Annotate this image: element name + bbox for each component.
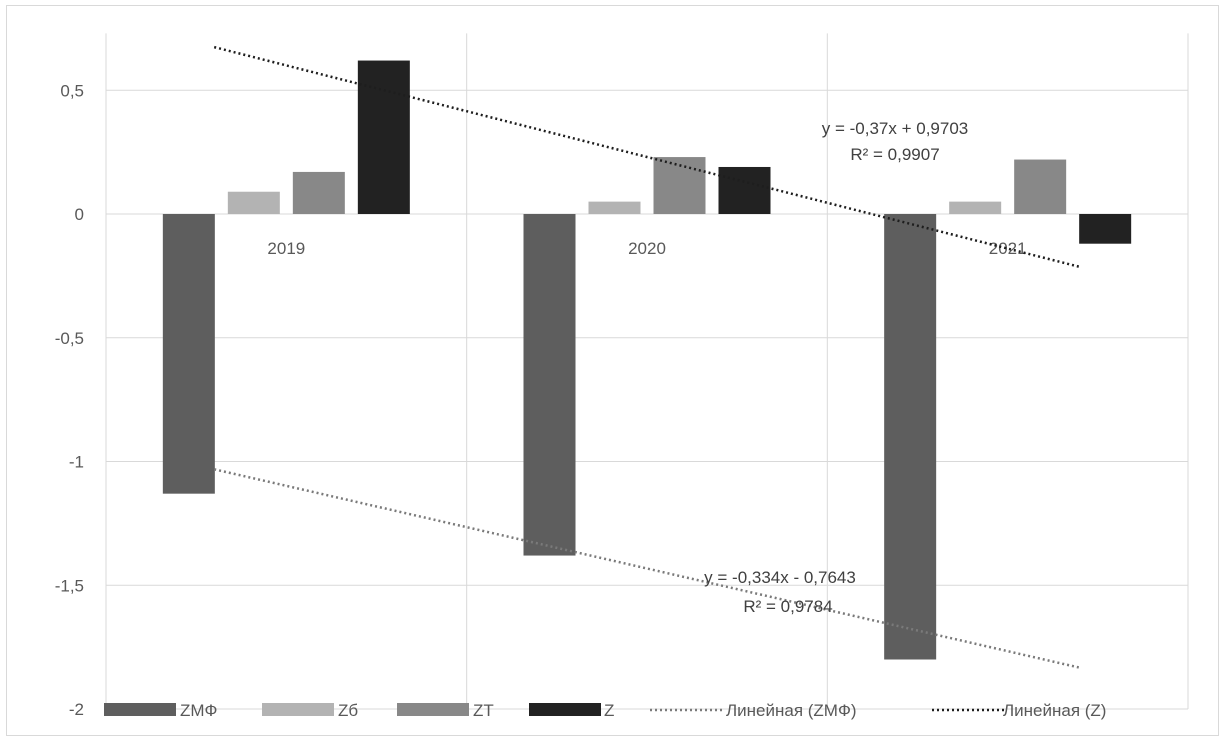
legend-swatch-ZMФ <box>104 703 176 716</box>
category-label-2019: 2019 <box>267 239 305 258</box>
category-label-2020: 2020 <box>628 239 666 258</box>
bar-ZT-2021 <box>1014 159 1067 214</box>
legend-swatch-Zб <box>262 703 334 716</box>
legend-label-trend-ZMФ: Линейная (ZMФ) <box>726 701 857 720</box>
legend-label-trend-Z: Линейная (Z) <box>1003 701 1106 720</box>
y-tick-label: -0,5 <box>55 329 84 348</box>
trendline-ZMФ <box>213 468 1081 669</box>
trendline-equation-ZMФ: y = -0,334x - 0,7643 <box>704 568 856 587</box>
bar-Z-2021 <box>1079 214 1132 244</box>
y-tick-label: 0,5 <box>60 81 84 100</box>
legend-label-Zб: Zб <box>338 701 358 720</box>
y-tick-label: -2 <box>69 700 84 719</box>
trendline-equation-Z: y = -0,37x + 0,9703 <box>822 119 969 138</box>
legend-label-Z: Z <box>604 701 614 720</box>
bars <box>162 60 1132 660</box>
bar-Zб-2021 <box>949 201 1002 214</box>
bar-Z-2020 <box>718 166 771 214</box>
category-label-2021: 2021 <box>989 239 1027 258</box>
trendline-r2-Z: R² = 0,9907 <box>850 145 939 164</box>
trendline-equations: y = -0,334x - 0,7643 R² = 0,9784 y = -0,37… <box>704 119 968 616</box>
legend-swatch-ZT <box>397 703 469 716</box>
legend: ZMФ Zб ZT Z Линейная (ZMФ) Линейная (Z) <box>104 701 1106 720</box>
trendline-r2-ZMФ: R² = 0,9784 <box>743 597 832 616</box>
bar-Z-2019 <box>357 60 410 214</box>
bar-ZT-2019 <box>292 171 345 214</box>
bar-Zб-2019 <box>227 191 280 214</box>
legend-label-ZT: ZT <box>473 701 494 720</box>
bar-Zб-2020 <box>588 201 641 214</box>
category-labels: 2019 2020 2021 <box>267 239 1026 258</box>
bar-ZMФ-2021 <box>884 214 937 660</box>
bar-ZT-2020 <box>653 157 706 214</box>
trendlines <box>213 45 1081 669</box>
y-axis-ticks: 0,5 0 -0,5 -1 -1,5 -2 <box>55 81 84 719</box>
bar-ZMФ-2019 <box>162 214 215 494</box>
y-tick-label: -1,5 <box>55 576 84 595</box>
grid-lines <box>105 33 1189 710</box>
legend-label-ZMФ: ZMФ <box>180 701 217 720</box>
trendline-Z <box>213 45 1081 269</box>
y-tick-label: 0 <box>75 205 84 224</box>
y-tick-label: -1 <box>69 453 84 472</box>
legend-swatch-Z <box>529 703 601 716</box>
bar-ZMФ-2020 <box>523 214 576 556</box>
